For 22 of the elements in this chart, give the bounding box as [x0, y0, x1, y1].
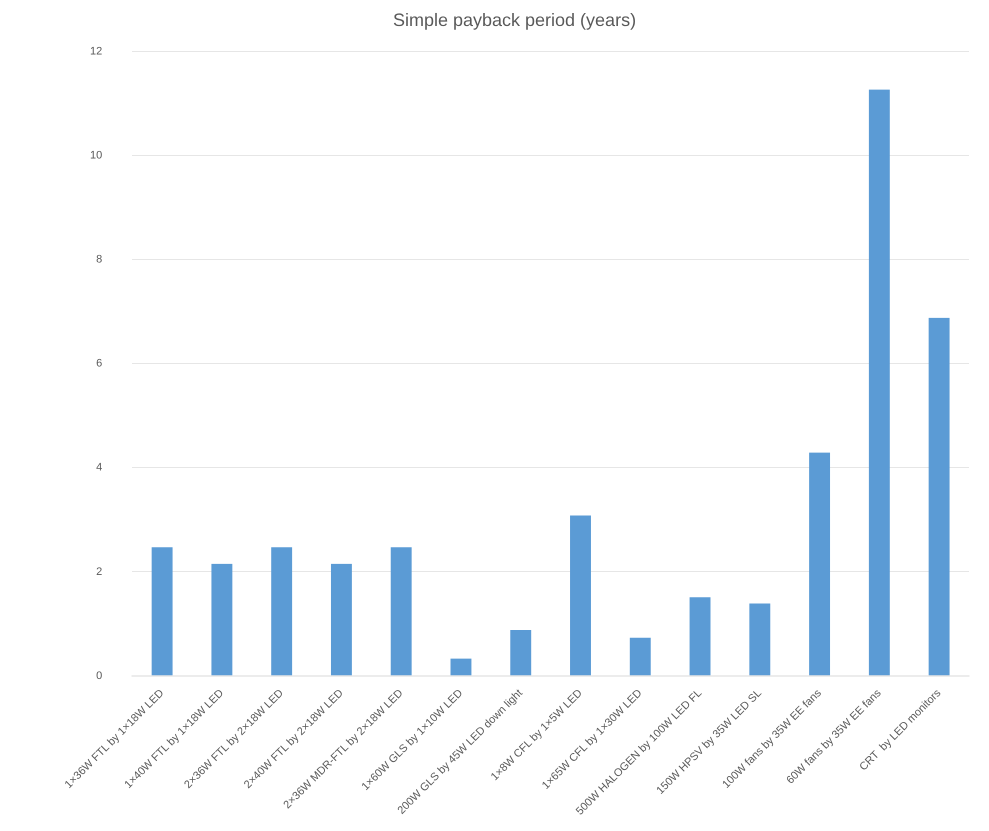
bar: [928, 318, 950, 676]
bar: [749, 603, 770, 676]
y-tick-label: 0: [96, 670, 102, 682]
bar: [450, 658, 472, 676]
chart-title: Simple payback period (years): [392, 10, 636, 30]
y-tick-label: 4: [96, 462, 102, 474]
bar: [152, 547, 173, 676]
y-tick-label: 12: [90, 46, 102, 58]
y-tick-label: 10: [90, 150, 102, 162]
y-tick-label: 2: [96, 566, 102, 578]
bar: [510, 630, 532, 676]
y-tick-label: 8: [96, 254, 102, 266]
bar: [330, 564, 352, 676]
y-tick-label: 6: [96, 358, 102, 370]
bar: [809, 452, 830, 676]
bar: [570, 516, 591, 676]
bar: [690, 597, 710, 676]
bar: [868, 90, 890, 676]
bar: [630, 638, 651, 676]
bar: [211, 564, 232, 676]
bar: [390, 547, 412, 676]
bar: [271, 547, 292, 676]
